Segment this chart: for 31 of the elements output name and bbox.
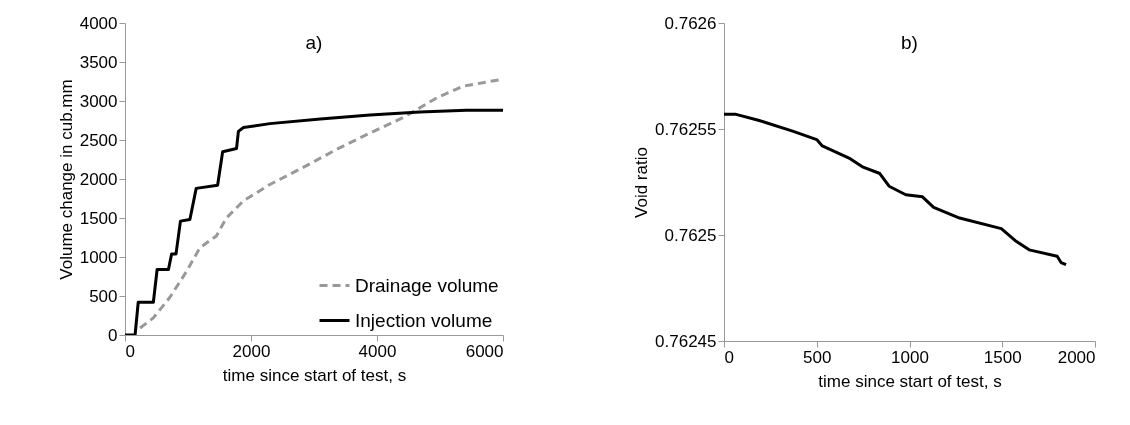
y-tick-label: 1000 bbox=[79, 247, 118, 267]
x-tick-label: 6000 bbox=[465, 341, 504, 361]
annotation: a) bbox=[305, 32, 323, 53]
y-tick-label: 500 bbox=[89, 286, 118, 306]
annotation: b) bbox=[901, 32, 918, 53]
x-tick-label: 1500 bbox=[983, 347, 1022, 367]
y-tick-label: 3000 bbox=[79, 91, 118, 111]
y-axis-title: Volume change in cub.mm bbox=[56, 79, 76, 280]
y-tick-label: 2500 bbox=[79, 130, 118, 150]
y-tick-label: 1500 bbox=[79, 208, 118, 228]
y-tick-label: 0.7626 bbox=[664, 13, 717, 33]
x-tick-label: 1000 bbox=[891, 347, 929, 367]
y-tick-label: 0.76245 bbox=[655, 331, 717, 351]
y-tick-label: 0 bbox=[108, 325, 118, 345]
y-tick-label: 0.76255 bbox=[655, 119, 717, 139]
x-tick-label: 2000 bbox=[1057, 347, 1096, 367]
x-tick-label: 0 bbox=[125, 341, 135, 361]
legend-label: Drainage volume bbox=[355, 274, 499, 296]
x-tick-label: 4000 bbox=[358, 341, 397, 361]
x-tick-label: 2000 bbox=[232, 341, 271, 361]
y-tick-label: 2000 bbox=[79, 169, 118, 189]
legend-label: Injection volume bbox=[355, 309, 493, 331]
line-series bbox=[724, 112, 1068, 267]
y-axis-title: Void ratio bbox=[632, 147, 652, 218]
y-tick-label: 3500 bbox=[79, 52, 118, 72]
x-axis-title: time since start of test, s bbox=[818, 371, 1002, 391]
x-tick-label: 0 bbox=[724, 347, 734, 367]
y-tick-label: 4000 bbox=[79, 13, 118, 33]
x-tick-label: 500 bbox=[803, 347, 832, 367]
y-tick-label: 0.7625 bbox=[664, 225, 717, 245]
x-axis-title: time since start of test, s bbox=[222, 365, 407, 385]
